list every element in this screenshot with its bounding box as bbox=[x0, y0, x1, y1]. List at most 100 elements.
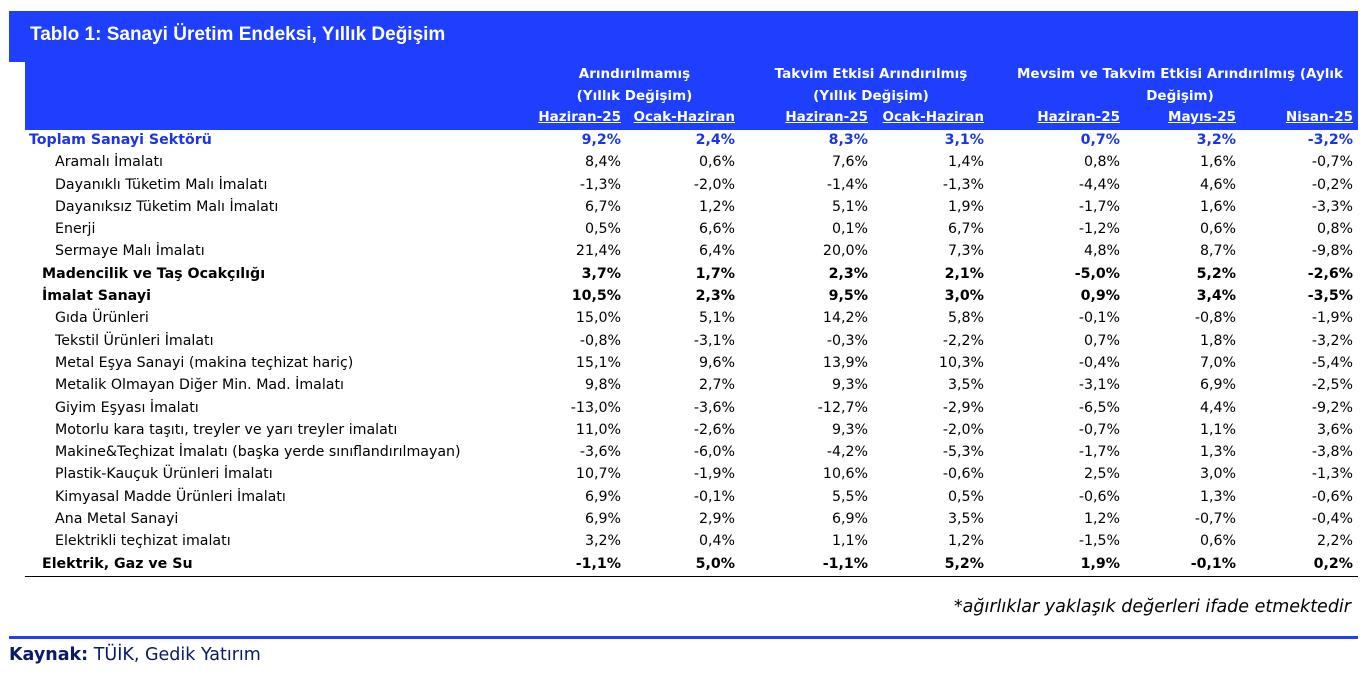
table-cell: 2,9% bbox=[698, 511, 735, 528]
row-label: Sermaye Malı İmalatı bbox=[55, 243, 205, 260]
table-cell: -9,8% bbox=[1311, 243, 1353, 260]
table-cell: 9,3% bbox=[831, 377, 868, 394]
table-body: Toplam Sanayi Sektörü 9,2% 2,4% 8,3% 3,1% 0,7… bbox=[25, 130, 1358, 577]
table-cell: 6,9% bbox=[584, 511, 621, 528]
column-header: Nisan-25 bbox=[1285, 109, 1353, 125]
footnote: *ağırlıklar yaklaşık değerleri ifade etm… bbox=[953, 597, 1351, 617]
table-cell: 8,4% bbox=[584, 154, 621, 171]
table-row: İmalat Sanayi 10,5% 2,3% 9,5% 3,0% 0,9% 3,4% -3… bbox=[25, 286, 1358, 308]
table-cell: -0,1% bbox=[693, 488, 735, 505]
table-cell: 15,0% bbox=[575, 310, 621, 327]
table-cell: 13,9% bbox=[822, 354, 868, 371]
table-row: Metalik Olmayan Diğer Min. Mad. İmalatı 9… bbox=[25, 375, 1358, 397]
table-cell: -5,3% bbox=[942, 444, 984, 461]
group-header-calendar-adjusted: Takvim Etkisi Arındırılmış (Yıllık Değiş… bbox=[760, 63, 982, 107]
table-cell: -5,4% bbox=[1311, 354, 1353, 371]
table-cell: 1,2% bbox=[947, 533, 984, 550]
table-cell: -0,4% bbox=[1311, 511, 1353, 528]
table-cell: 0,6% bbox=[1199, 221, 1236, 238]
row-label: Dayanıksız Tüketim Malı İmalatı bbox=[55, 198, 279, 215]
group-header-line2: (Yıllık Değişim) bbox=[576, 88, 693, 104]
table-cell: 1,2% bbox=[698, 198, 735, 215]
row-label: Motorlu kara taşıtı, treyler ve yarı tre… bbox=[55, 421, 398, 438]
row-label: Kimyasal Madde Ürünleri İmalatı bbox=[55, 488, 286, 505]
table-cell: 3,6% bbox=[1316, 421, 1353, 438]
table-cell: 0,8% bbox=[1316, 221, 1353, 238]
table-cell: 0,2% bbox=[1313, 555, 1353, 572]
row-label: Metal Eşya Sanayi (makina teçhizat hariç… bbox=[55, 354, 354, 371]
table-cell: 0,7% bbox=[1080, 132, 1120, 148]
table-cell: -1,2% bbox=[1078, 221, 1120, 238]
table-row: Plastik-Kauçuk Ürünleri İmalatı 10,7% -1,9… bbox=[25, 464, 1358, 486]
table-cell: 1,6% bbox=[1199, 154, 1236, 171]
table-cell: 6,7% bbox=[584, 198, 621, 215]
table-cell: -3,3% bbox=[1311, 198, 1353, 215]
table-cell: -1,9% bbox=[1311, 310, 1353, 327]
table-cell: -4,2% bbox=[826, 444, 868, 461]
table-cell: -1,1% bbox=[575, 555, 621, 572]
column-header: Haziran-25 bbox=[785, 109, 868, 125]
table-cell: 5,2% bbox=[944, 555, 984, 572]
table-cell: -3,1% bbox=[1078, 377, 1120, 394]
table-row: Makine&Teçhizat İmalatı (başka yerde sın… bbox=[25, 442, 1358, 464]
table-cell: 11,0% bbox=[575, 421, 621, 438]
table-cell: 1,1% bbox=[1199, 421, 1236, 438]
table-cell: 3,0% bbox=[1199, 466, 1236, 483]
table-cell: -3,6% bbox=[579, 444, 621, 461]
row-label: Gıda Ürünleri bbox=[55, 310, 149, 327]
table-cell: 5,5% bbox=[831, 488, 868, 505]
table-cell: -6,0% bbox=[693, 444, 735, 461]
table-cell: 6,4% bbox=[698, 243, 735, 260]
group-header-line1: Mevsim ve Takvim Etkisi Arındırılmış (Ay… bbox=[1016, 66, 1344, 82]
table-cell: 20,0% bbox=[822, 243, 868, 260]
table-row: Ana Metal Sanayi 6,9% 2,9% 6,9% 3,5% 1,2% -0,7… bbox=[25, 509, 1358, 531]
table-cell: 4,4% bbox=[1199, 399, 1236, 416]
table-cell: 15,1% bbox=[575, 354, 621, 371]
table-cell: 0,1% bbox=[831, 221, 868, 238]
group-header-line2: (Yıllık Değişim) bbox=[813, 88, 929, 104]
table-cell: 10,7% bbox=[575, 466, 621, 483]
table-cell: 6,6% bbox=[698, 221, 735, 238]
table-cell: 1,6% bbox=[1199, 198, 1236, 215]
table-cell: 1,9% bbox=[1080, 555, 1120, 572]
column-header: Haziran-25 bbox=[1037, 109, 1120, 125]
table-cell: 1,8% bbox=[1199, 332, 1236, 349]
table-cell: -2,6% bbox=[1307, 265, 1353, 282]
table-cell: -0,6% bbox=[1078, 488, 1120, 505]
row-label: Plastik-Kauçuk Ürünleri İmalatı bbox=[55, 466, 273, 483]
table-cell: -1,9% bbox=[693, 466, 735, 483]
table-cell: 2,7% bbox=[698, 377, 735, 394]
table-cell: 3,5% bbox=[947, 511, 984, 528]
table-cell: -0,4% bbox=[1078, 354, 1120, 371]
table-cell: 5,8% bbox=[947, 310, 984, 327]
table-cell: -0,7% bbox=[1194, 511, 1236, 528]
table-cell: 9,3% bbox=[831, 421, 868, 438]
table-cell: -2,5% bbox=[1311, 377, 1353, 394]
table-cell: -2,9% bbox=[942, 399, 984, 416]
divider bbox=[9, 636, 1358, 639]
table-cell: -4,4% bbox=[1078, 176, 1120, 193]
table-row: Metal Eşya Sanayi (makina teçhizat hariç… bbox=[25, 353, 1358, 375]
row-label: Toplam Sanayi Sektörü bbox=[29, 132, 212, 148]
table-cell: 0,6% bbox=[698, 154, 735, 171]
table-cell: -2,2% bbox=[942, 332, 984, 349]
table-cell: -3,8% bbox=[1311, 444, 1353, 461]
table-cell: -1,7% bbox=[1078, 198, 1120, 215]
table-cell: 10,6% bbox=[822, 466, 868, 483]
table-cell: 3,5% bbox=[947, 377, 984, 394]
table-cell: 0,6% bbox=[1199, 533, 1236, 550]
row-label: Madencilik ve Taş Ocakçılığı bbox=[42, 265, 266, 282]
table-cell: -3,6% bbox=[693, 399, 735, 416]
table-cell: -0,1% bbox=[1190, 555, 1236, 572]
table-cell: 1,3% bbox=[1199, 444, 1236, 461]
table-cell: -0,6% bbox=[942, 466, 984, 483]
source-line: Kaynak: TÜİK, Gedik Yatırım bbox=[9, 645, 261, 665]
title-bar: Tablo 1: Sanayi Üretim Endeksi, Yıllık D… bbox=[9, 11, 1358, 62]
table-cell: -1,7% bbox=[1078, 444, 1120, 461]
row-label: İmalat Sanayi bbox=[42, 288, 151, 305]
table-cell: 3,4% bbox=[1196, 288, 1236, 305]
table-cell: 3,2% bbox=[584, 533, 621, 550]
column-header: Mayıs-25 bbox=[1168, 109, 1236, 125]
table-cell: 7,6% bbox=[831, 154, 868, 171]
column-header: Ocak-Haziran bbox=[633, 109, 735, 125]
